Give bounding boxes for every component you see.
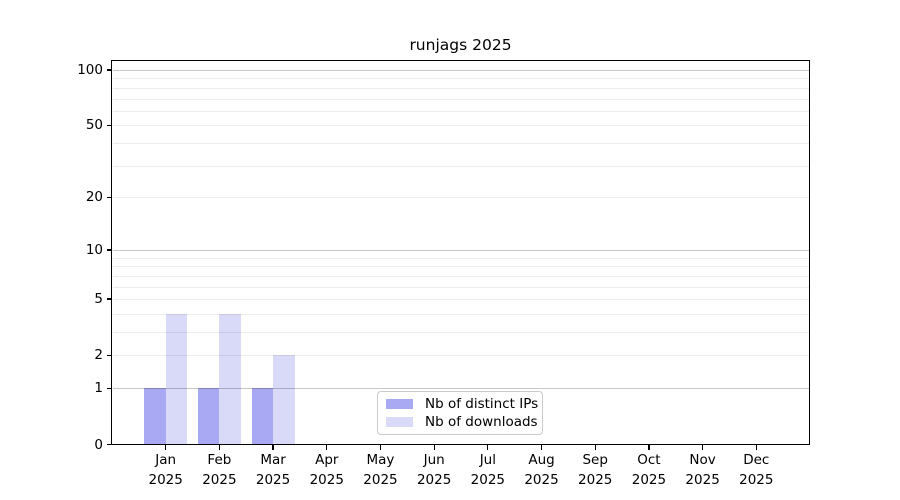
minor-gridline bbox=[113, 266, 809, 268]
bar-downloads bbox=[273, 355, 295, 444]
x-tick-year-label: 2025 bbox=[578, 471, 613, 488]
y-tick-label: 50 bbox=[85, 117, 103, 134]
bar-downloads bbox=[219, 313, 241, 444]
major-gridline bbox=[113, 249, 809, 251]
legend-swatch-downloads bbox=[386, 417, 413, 427]
minor-gridline bbox=[113, 78, 809, 80]
y-tick bbox=[107, 124, 112, 127]
x-tick-label: Apr 2025 bbox=[297, 451, 357, 490]
x-tick-label: Dec 2025 bbox=[726, 451, 786, 490]
y-tick-label: 1 bbox=[94, 380, 103, 397]
x-tick-year-label: 2025 bbox=[631, 471, 667, 488]
y-tick-label: 100 bbox=[77, 62, 103, 78]
y-tick bbox=[107, 443, 112, 446]
major-gridline bbox=[113, 388, 809, 390]
minor-gridline bbox=[113, 98, 809, 100]
x-tick bbox=[326, 444, 328, 450]
y-tick-label: 20 bbox=[85, 189, 103, 206]
legend-label: Nb of downloads bbox=[425, 414, 538, 430]
x-tick-label: Aug 2025 bbox=[512, 451, 572, 490]
minor-gridline bbox=[113, 165, 809, 167]
x-tick-year-label: 2025 bbox=[148, 471, 183, 488]
x-tick-year-label: 2025 bbox=[685, 471, 720, 488]
minor-gridline bbox=[113, 87, 809, 89]
x-tick bbox=[648, 444, 650, 450]
legend-item: Nb of distinct IPs bbox=[386, 397, 542, 411]
minor-gridline bbox=[113, 313, 809, 315]
y-tick bbox=[107, 249, 112, 251]
y-tick bbox=[107, 354, 112, 356]
minor-gridline bbox=[113, 143, 809, 145]
y-tick bbox=[107, 387, 112, 389]
x-tick-label: Feb 2025 bbox=[189, 451, 249, 490]
plot-area bbox=[111, 60, 810, 445]
y-tick-label: 5 bbox=[94, 291, 103, 308]
x-tick-label: Jul 2025 bbox=[458, 451, 518, 490]
x-tick-year-label: 2025 bbox=[202, 471, 237, 488]
x-tick-year-label: 2025 bbox=[470, 471, 506, 488]
legend: Nb of distinct IPs Nb of downloads bbox=[377, 391, 543, 435]
x-tick bbox=[218, 444, 221, 450]
bar-downloads bbox=[165, 313, 188, 444]
x-tick bbox=[594, 444, 596, 450]
minor-gridline bbox=[113, 275, 809, 277]
minor-gridline bbox=[113, 332, 809, 333]
minor-gridline bbox=[113, 197, 809, 199]
x-tick-label: May 2025 bbox=[350, 451, 410, 490]
minor-gridline bbox=[113, 299, 809, 301]
minor-gridline bbox=[113, 286, 809, 288]
legend-item: Nb of downloads bbox=[386, 415, 542, 429]
bar-distinct-ips bbox=[251, 388, 274, 444]
x-tick bbox=[379, 444, 382, 450]
x-tick-year-label: 2025 bbox=[524, 471, 559, 488]
y-tick-label: 10 bbox=[85, 241, 103, 258]
x-tick bbox=[165, 444, 167, 450]
x-tick bbox=[487, 444, 489, 450]
minor-gridline bbox=[113, 257, 809, 259]
x-tick-year-label: 2025 bbox=[739, 471, 774, 488]
y-tick bbox=[107, 69, 112, 71]
y-tick-label: 0 bbox=[94, 436, 103, 453]
x-tick-label: Oct 2025 bbox=[619, 451, 679, 490]
x-tick-label: Jan 2025 bbox=[136, 451, 196, 490]
x-tick-label: Sep 2025 bbox=[565, 451, 625, 490]
legend-label: Nb of distinct IPs bbox=[425, 396, 539, 412]
x-tick bbox=[272, 444, 274, 450]
y-tick-label: 2 bbox=[94, 347, 103, 364]
x-tick bbox=[755, 444, 757, 450]
x-tick-label: Mar 2025 bbox=[243, 451, 303, 490]
minor-gridline bbox=[113, 125, 809, 127]
bar-distinct-ips bbox=[197, 388, 220, 444]
minor-gridline bbox=[113, 110, 809, 112]
chart-title: runjags 2025 bbox=[409, 36, 512, 54]
x-tick-year-label: 2025 bbox=[309, 471, 344, 488]
x-tick-year-label: 2025 bbox=[255, 471, 291, 488]
minor-gridline bbox=[113, 355, 809, 357]
x-tick-label: Jun 2025 bbox=[404, 451, 464, 490]
x-tick bbox=[701, 444, 704, 450]
y-tick bbox=[107, 298, 112, 300]
y-tick bbox=[107, 196, 112, 199]
bar-distinct-ips bbox=[144, 388, 166, 444]
x-tick-year-label: 2025 bbox=[416, 471, 452, 488]
legend-swatch-distinct-ips bbox=[386, 399, 413, 409]
major-gridline bbox=[113, 70, 809, 71]
x-tick-label: Nov 2025 bbox=[673, 451, 733, 490]
x-tick bbox=[540, 444, 543, 450]
x-tick-year-label: 2025 bbox=[363, 471, 398, 488]
x-tick bbox=[433, 444, 435, 450]
